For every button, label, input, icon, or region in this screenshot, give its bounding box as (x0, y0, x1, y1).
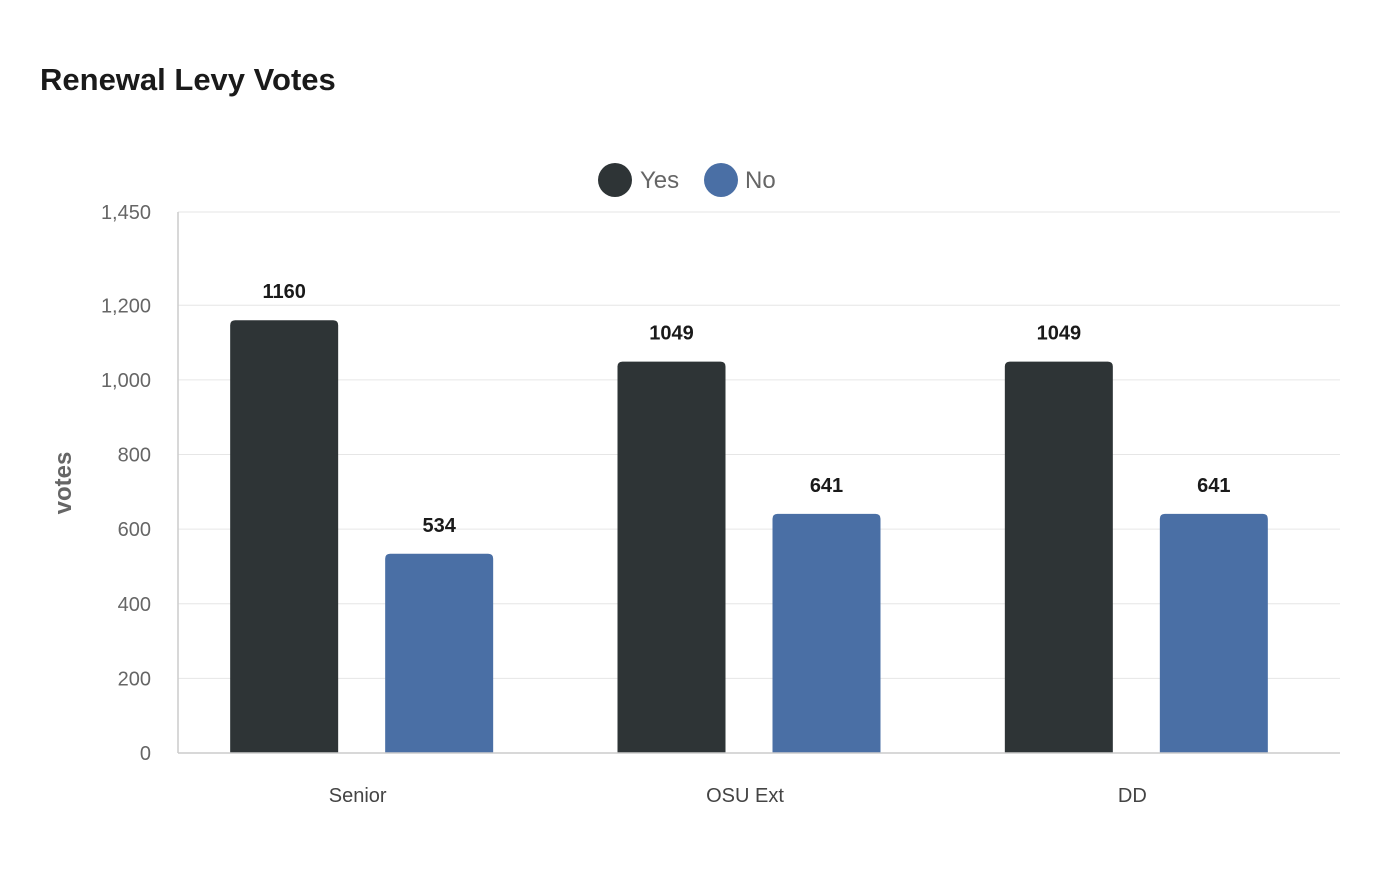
bar-no-senior (385, 553, 494, 753)
chart-title: Renewal Levy Votes (40, 62, 336, 97)
legend-swatch (704, 163, 738, 197)
data-labels: 1160 534 1049 641 1049 641 (262, 281, 1230, 537)
y-tick-label: 800 (118, 445, 151, 467)
y-tick-label: 1,200 (101, 295, 151, 317)
legend-item-yes[interactable]: Yes (598, 163, 679, 197)
data-label: 1049 (649, 323, 694, 345)
legend: Yes No (598, 163, 776, 197)
x-tick-label: Senior (329, 785, 387, 807)
y-tick-label: 0 (140, 743, 151, 765)
bar-yes-osu-ext (617, 361, 726, 753)
y-tick-label: 200 (118, 668, 151, 690)
data-label: 1160 (262, 281, 305, 303)
bar-no-dd (1159, 513, 1268, 753)
y-axis-label: votes (50, 452, 77, 515)
legend-label: Yes (640, 167, 679, 194)
gridlines (178, 211, 1340, 679)
y-tick-label: 600 (118, 519, 151, 541)
bar-yes-senior (230, 320, 339, 753)
bar-yes-dd (1004, 361, 1113, 753)
legend-label: No (745, 167, 776, 194)
x-tick-label: OSU Ext (706, 785, 784, 807)
y-tick-label: 400 (118, 594, 151, 616)
bars (230, 320, 1268, 753)
y-axis: 0 200 400 600 800 1,000 1,200 1,450 (101, 202, 151, 765)
data-label: 534 (422, 515, 456, 537)
x-axis: Senior OSU Ext DD (329, 785, 1147, 807)
legend-swatch (598, 163, 632, 197)
data-label: 1049 (1037, 323, 1082, 345)
data-label: 641 (810, 475, 843, 497)
bar-no-osu-ext (772, 513, 881, 753)
legend-item-no[interactable]: No (704, 163, 776, 197)
data-label: 641 (1197, 475, 1230, 497)
x-tick-label: DD (1118, 785, 1147, 807)
y-tick-label: 1,450 (101, 202, 151, 224)
y-tick-label: 1,000 (101, 370, 151, 392)
